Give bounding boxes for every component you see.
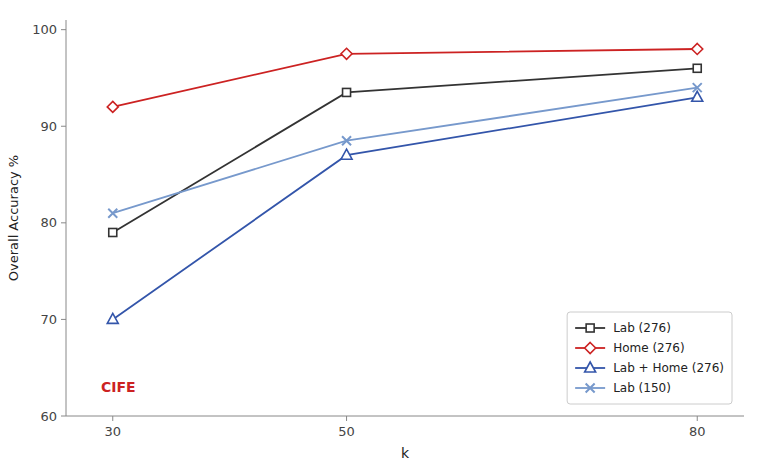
x-tick xyxy=(697,416,698,421)
legend-frame xyxy=(567,312,732,404)
x-tick-label: 30 xyxy=(104,424,121,439)
plot-area xyxy=(107,43,702,323)
legend-swatch-marker xyxy=(585,343,596,354)
y-tick xyxy=(61,416,66,417)
series-marker xyxy=(693,64,701,72)
series-line xyxy=(113,68,697,232)
series-marker xyxy=(692,43,703,54)
chart: 30 50 80 60 70 80 90 100 k Overall Accuracy % CIFE… xyxy=(0,0,764,468)
series-marker xyxy=(341,48,352,59)
y-tick-label: 60 xyxy=(40,409,57,424)
series-marker xyxy=(341,149,352,159)
series-marker xyxy=(108,209,117,218)
legend-swatch-marker xyxy=(586,324,594,332)
series-marker xyxy=(109,228,117,236)
legend-label: Home (276) xyxy=(613,341,685,355)
legend-label: Lab (276) xyxy=(613,321,671,335)
y-tick xyxy=(61,29,66,30)
y-tick-label: 70 xyxy=(40,312,57,327)
x-axis-line xyxy=(66,416,744,417)
legend-swatch-marker xyxy=(585,362,596,372)
legend-swatch-marker xyxy=(586,384,595,393)
series-marker xyxy=(342,136,351,145)
y-axis-label: Overall Accuracy % xyxy=(6,155,21,281)
series-marker xyxy=(107,313,118,323)
legend: Lab (276) Home (276) Lab + Home (276) Lab (… xyxy=(567,312,732,404)
x-tick xyxy=(346,416,347,421)
y-tick-label: 100 xyxy=(32,22,57,37)
legend-label: Lab (150) xyxy=(613,381,671,395)
series-marker xyxy=(107,101,118,112)
legend-label: Lab + Home (276) xyxy=(613,361,724,375)
y-tick xyxy=(61,319,66,320)
annotation: CIFE xyxy=(101,379,136,395)
series-line xyxy=(113,88,697,214)
series-line xyxy=(113,49,697,107)
y-tick xyxy=(61,126,66,127)
y-tick-label: 90 xyxy=(40,119,57,134)
x-axis-label: k xyxy=(401,445,410,461)
x-tick-label: 50 xyxy=(338,424,355,439)
series-marker xyxy=(692,91,703,101)
series-marker xyxy=(343,88,351,96)
y-tick xyxy=(61,222,66,223)
y-axis-line xyxy=(66,20,67,416)
series-marker xyxy=(693,83,702,92)
x-tick xyxy=(112,416,113,421)
x-tick-label: 80 xyxy=(689,424,706,439)
series-line xyxy=(113,97,697,319)
y-tick-label: 80 xyxy=(40,215,57,230)
